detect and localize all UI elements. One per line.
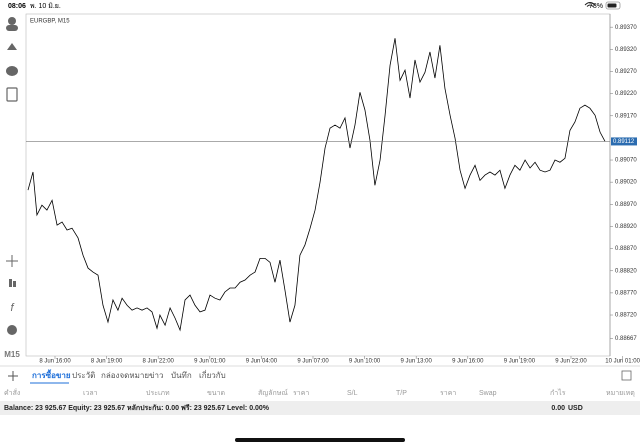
y-tick-label: 0.89270 (615, 69, 637, 75)
tab[interactable]: การซื้อขาย (32, 369, 71, 380)
y-tick-label: 0.88820 (615, 268, 637, 274)
y-tick-label: 0.88970 (615, 202, 637, 208)
y-tick-label: 0.89320 (615, 47, 637, 53)
column-header: ขนาด (207, 390, 225, 397)
y-tick-label: 0.89070 (615, 158, 637, 164)
column-header: ราคา (293, 390, 309, 397)
account-icon[interactable] (8, 17, 16, 25)
objects-icon[interactable] (7, 325, 17, 335)
column-header: สัญลักษณ์ (258, 389, 288, 397)
x-tick-label: 9 Jun 07:00 (297, 359, 329, 365)
column-header: เวลา (83, 390, 98, 397)
y-tick-label: 0.88667 (615, 336, 637, 342)
y-tick-label: 0.89370 (615, 25, 637, 31)
x-tick-label: 9 Jun 22:00 (555, 359, 587, 365)
current-price-box (611, 137, 637, 146)
tab[interactable]: บันทึก (171, 371, 192, 380)
x-tick-label: 8 Jun 19:00 (91, 359, 123, 365)
profit-value: 0.00 (551, 405, 565, 412)
status-date: พ. 10 มิ.ย. (30, 2, 61, 10)
account-bar (0, 401, 640, 415)
column-header: กำไร (550, 388, 566, 397)
y-tick-label: 0.89170 (615, 113, 637, 119)
tab[interactable]: ข่าว (149, 371, 163, 380)
tab[interactable]: กล่องจดหมาย (101, 371, 149, 380)
y-tick-label: 0.89220 (615, 91, 637, 97)
x-tick-label: 9 Jun 01:00 (194, 359, 226, 365)
wifi-icon (584, 2, 596, 7)
y-tick-label: 0.89020 (615, 180, 637, 186)
profit-currency: USD (568, 405, 583, 412)
column-header: Swap (479, 390, 497, 397)
column-header: หมายเหตุ (606, 390, 635, 397)
left-toolbar: f (6, 17, 18, 335)
layout-icon[interactable] (621, 370, 632, 381)
x-tick-label: 9 Jun 13:00 (401, 359, 433, 365)
crosshair-icon[interactable] (6, 255, 18, 267)
tab[interactable]: เกี่ยวกับ (199, 369, 226, 380)
y-tick-label: 0.88720 (615, 313, 637, 319)
x-tick-label: 8 Jun 22:00 (143, 359, 175, 365)
chart-title: EURGBP, M15 (30, 19, 70, 25)
chart-frame (25, 13, 611, 357)
x-tick-label: 9 Jun 10:00 (349, 359, 381, 365)
indicators-icon[interactable]: f (10, 302, 14, 314)
battery-icon (605, 1, 621, 10)
current-price-label: 0.89112 (613, 139, 635, 145)
battery-fill (607, 3, 617, 8)
y-tick-label: 0.88870 (615, 246, 637, 252)
y-tick-label: 0.88920 (615, 224, 637, 230)
y-tick-label: 0.88770 (615, 290, 637, 296)
x-tick-label: 9 Jun 04:00 (246, 359, 278, 365)
x-tick-label: 10 Jun 01:00 (605, 359, 640, 365)
battery-level: 78% (589, 3, 603, 10)
account-summary: Balance: 23 925.67 Equity: 23 925.67 หลั… (4, 404, 270, 412)
candles-icon-b (13, 281, 16, 287)
timeframe-button[interactable]: M15 (4, 350, 20, 359)
column-header: ราคา (440, 390, 456, 397)
new-order-icon[interactable] (6, 87, 18, 102)
add-button[interactable] (8, 371, 18, 381)
x-tick-label: 8 Jun 16:00 (39, 359, 71, 365)
price-line (27, 38, 606, 332)
x-tick-label: 9 Jun 16:00 (452, 359, 484, 365)
trade-icon[interactable] (7, 43, 17, 50)
account-icon-body (6, 25, 18, 31)
candles-icon[interactable] (9, 279, 12, 287)
column-header: S/L (347, 390, 358, 397)
column-header: T/P (396, 390, 407, 397)
tab[interactable]: ประวัติ (72, 371, 95, 380)
status-time: 08:06 (8, 3, 26, 10)
home-indicator (235, 438, 405, 442)
column-header: ประเภท (146, 390, 170, 397)
chat-icon[interactable] (6, 66, 18, 76)
x-tick-label: 9 Jun 19:00 (504, 359, 536, 365)
column-header: คำสั่ง (4, 388, 20, 397)
